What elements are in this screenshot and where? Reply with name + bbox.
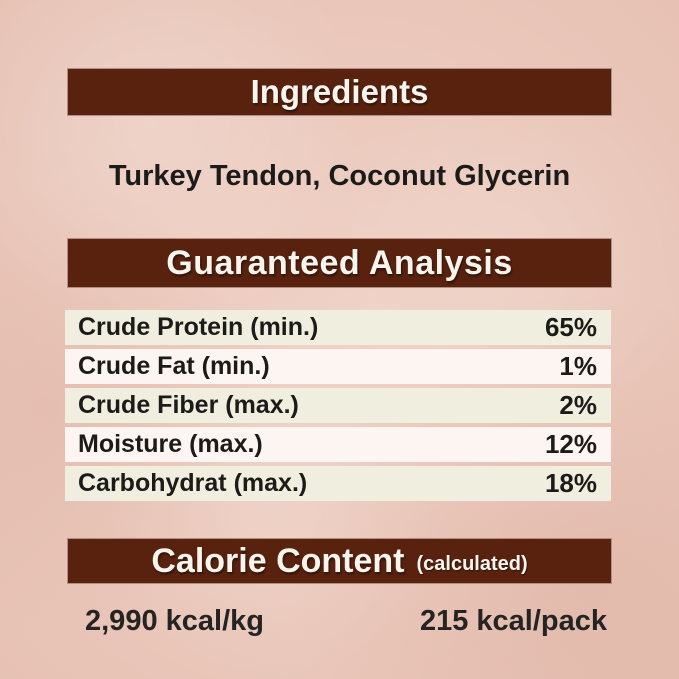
nutrient-value: 12% [544, 429, 597, 459]
ingredients-list: Turkey Tendon, Coconut Glycerin [108, 160, 571, 192]
table-row-crude-fat: Crude Fat (min.) 1% [65, 349, 611, 384]
table-row-moisture: Moisture (max.) 12% [65, 427, 611, 462]
nutrient-name: Crude Fiber (max.) [78, 391, 299, 419]
calories-per-pack: 215 kcal/pack [419, 605, 607, 637]
nutrient-value: 2% [559, 390, 597, 420]
nutrient-name: Crude Fat (min.) [78, 352, 270, 380]
calorie-content-header-bar: Calorie Content (calculated) [67, 538, 612, 584]
guaranteed-analysis-table: Crude Protein (min.) 65% Crude Fat (min.… [65, 310, 611, 501]
nutrient-value: 65% [544, 312, 597, 342]
calories-per-kg: 2,990 kcal/kg [85, 605, 264, 637]
guaranteed-analysis-title: Guaranteed Analysis [166, 243, 513, 282]
table-row-carbohydrate: Carbohydrat (max.) 18% [65, 466, 611, 501]
calorie-content-title: Calorie Content [151, 541, 405, 580]
nutrient-value: 1% [559, 351, 597, 381]
nutrient-name: Moisture (max.) [78, 430, 263, 458]
ingredients-title: Ingredients [250, 73, 429, 110]
nutrient-name: Crude Protein (min.) [78, 313, 319, 341]
nutrient-name: Carbohydrat (max.) [78, 469, 308, 497]
guaranteed-analysis-header-bar: Guaranteed Analysis [67, 238, 612, 288]
table-row-crude-fiber: Crude Fiber (max.) 2% [65, 388, 611, 423]
calorie-content-qualifier: (calculated) [416, 552, 528, 575]
table-row-crude-protein: Crude Protein (min.) 65% [65, 310, 611, 345]
ingredients-header-bar: Ingredients [67, 68, 612, 116]
nutrient-value: 18% [544, 468, 597, 498]
calorie-values-row: 2,990 kcal/kg 215 kcal/pack [67, 605, 612, 638]
